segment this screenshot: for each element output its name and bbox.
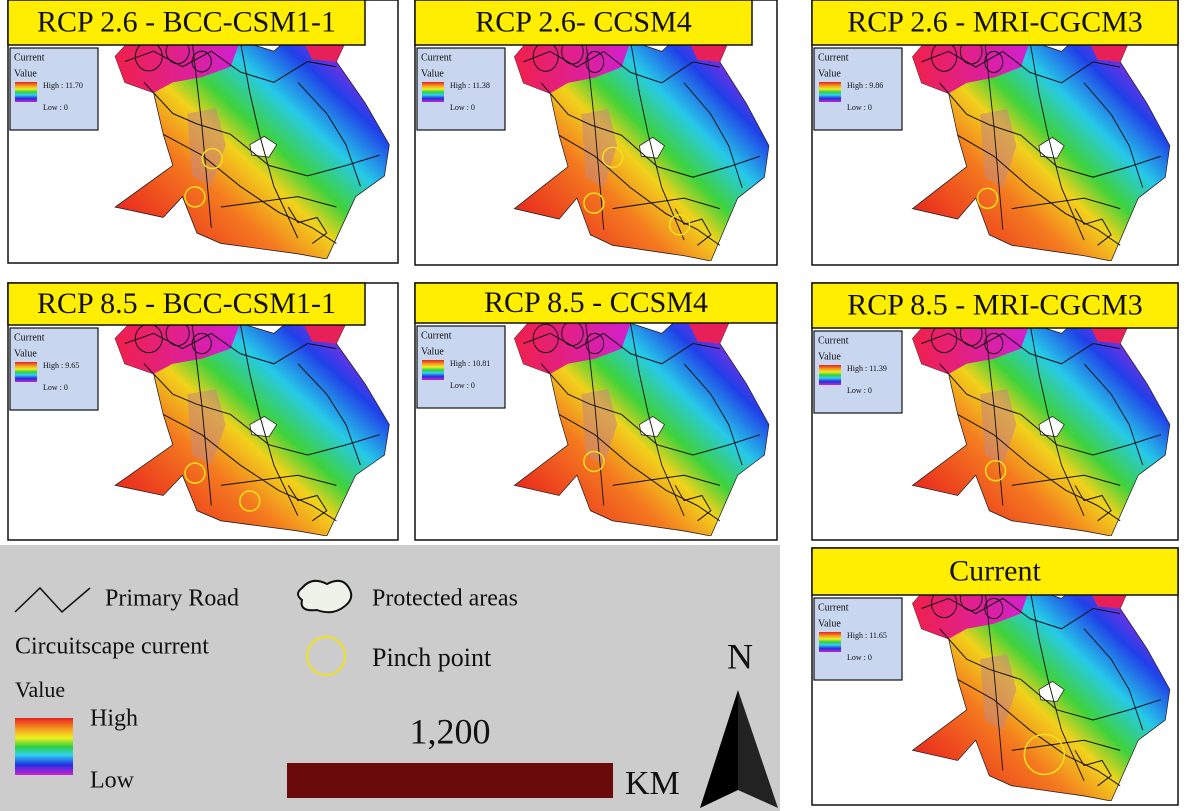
pinch-point: [184, 186, 206, 208]
legend-low: Low : 0: [43, 103, 68, 112]
legend-low: Low : 0: [847, 103, 872, 112]
legend-subtitle: Value: [818, 618, 841, 629]
legend-ramp: [819, 632, 841, 652]
panel-title: RCP 8.5 - MRI-CGCM3: [847, 288, 1143, 321]
panel-title-box: [7, 282, 366, 326]
north-arrow-right: [738, 690, 778, 808]
legend-low: Low : 0: [847, 386, 872, 395]
legend-subtitle: Value: [421, 346, 444, 357]
panel-title: Current: [949, 554, 1041, 587]
legend-title: Current: [818, 52, 849, 63]
protected-icon: [297, 579, 353, 614]
pinch-point: [583, 450, 605, 473]
map-panel: Current Current Value High : 11.65 Low : 0: [811, 547, 1179, 806]
legend-low: Low : 0: [43, 383, 68, 392]
map-key: Primary Road Protected areas Circuitscap…: [0, 545, 780, 811]
legend-high: High : 10.81: [450, 359, 490, 368]
legend-title: Current: [421, 52, 452, 63]
legend-title: Current: [14, 332, 45, 343]
legend-low: Low : 0: [450, 103, 475, 112]
pinch-point: [184, 462, 206, 484]
legend-ramp: [819, 365, 841, 385]
pinch-label: Pinch point: [372, 643, 492, 672]
legend-title: Current: [818, 335, 849, 346]
protected-label: Protected areas: [372, 586, 518, 612]
map-panel: RCP 2.6- CCSM4 Current Value High : 11.38 Lo…: [414, 0, 778, 266]
legend-title: Current: [14, 52, 45, 63]
legend-low: Low : 0: [847, 653, 872, 662]
north-arrow-left: [700, 690, 738, 808]
legend-subtitle: Value: [14, 348, 37, 359]
map-panels: RCP 2.6 - BCC-CSM1-1 Current Value High : 1…: [7, 0, 1179, 806]
pinch-point: [239, 490, 261, 512]
pinch-icon: [306, 636, 346, 676]
legend-high: High : 11.38: [450, 81, 490, 90]
north-label: N: [727, 636, 753, 676]
legend-high: High : 11.39: [847, 364, 887, 373]
legend-ramp: [15, 82, 37, 102]
legend-ramp: [422, 82, 444, 102]
pinch-point: [1023, 733, 1066, 776]
panel-title-box: [414, 0, 753, 46]
low-label: Low: [90, 768, 135, 794]
legend-low: Low : 0: [450, 381, 475, 390]
color-ramp: [15, 718, 73, 775]
panel-title-box: [811, 282, 1179, 329]
map-panel: RCP 8.5 - BCC-CSM1-1 Current Value High : 9…: [7, 282, 399, 541]
pinch-point: [984, 460, 1007, 482]
panel-title-box: [811, 0, 1179, 46]
legend-subtitle: Value: [14, 68, 37, 79]
pinch-point: [976, 187, 999, 210]
road-icon: [14, 586, 91, 614]
pinch-point: [601, 146, 624, 169]
road-label: Primary Road: [105, 586, 239, 612]
scale-label: 1,200: [410, 711, 491, 751]
pinch-point: [668, 214, 691, 236]
legend-high: High : 9.86: [847, 81, 883, 90]
current-label: Circuitscape current: [15, 634, 209, 660]
pinch-point: [201, 147, 224, 170]
legend-high: High : 11.65: [847, 631, 887, 640]
panel-legend: [813, 597, 903, 681]
panel-title: RCP 8.5 - CCSM4: [484, 286, 708, 319]
legend-high: High : 11.70: [43, 81, 83, 90]
panel-title-box: [811, 547, 1179, 596]
panel-title-box: [414, 282, 778, 324]
scale-bar: [287, 763, 613, 798]
legend-subtitle: Value: [421, 68, 444, 79]
pinch-point: [583, 192, 605, 214]
panel-title: RCP 2.6 - BCC-CSM1-1: [37, 5, 336, 38]
value-label: Value: [15, 677, 65, 702]
legend-ramp: [15, 362, 37, 382]
legend-subtitle: Value: [818, 68, 841, 79]
scale-unit: KM: [625, 765, 680, 802]
map-panel: RCP 2.6 - BCC-CSM1-1 Current Value High : 1…: [7, 0, 399, 264]
map-panel: RCP 8.5 - CCSM4 Current Value High : 10.81 L…: [414, 282, 778, 541]
legend-high: High : 9.65: [43, 361, 79, 370]
panel-legend: [9, 47, 99, 131]
panel-title: RCP 8.5 - BCC-CSM1-1: [37, 287, 336, 320]
legend-title: Current: [421, 330, 452, 341]
panel-title: RCP 2.6- CCSM4: [475, 5, 691, 38]
legend-ramp: [819, 82, 841, 102]
legend-ramp: [422, 360, 444, 380]
panel-title: RCP 2.6 - MRI-CGCM3: [847, 5, 1143, 38]
legend-subtitle: Value: [818, 351, 841, 362]
legend-title: Current: [818, 602, 849, 613]
map-panel: RCP 2.6 - MRI-CGCM3 Current Value High : 9.…: [811, 0, 1179, 266]
high-label: High: [90, 706, 138, 732]
panel-title-box: [7, 0, 366, 46]
map-panel: RCP 8.5 - MRI-CGCM3 Current Value High : 11…: [811, 282, 1179, 541]
